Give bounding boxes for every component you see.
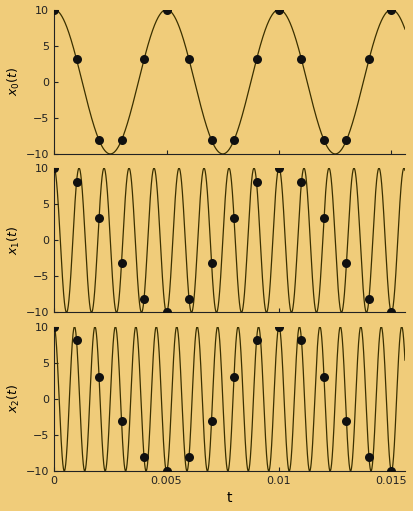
Y-axis label: $x_2(t)$: $x_2(t)$ bbox=[5, 384, 21, 413]
Y-axis label: $x_0(t)$: $x_0(t)$ bbox=[5, 67, 21, 97]
X-axis label: t: t bbox=[226, 492, 232, 505]
Y-axis label: $x_1(t)$: $x_1(t)$ bbox=[5, 226, 21, 255]
